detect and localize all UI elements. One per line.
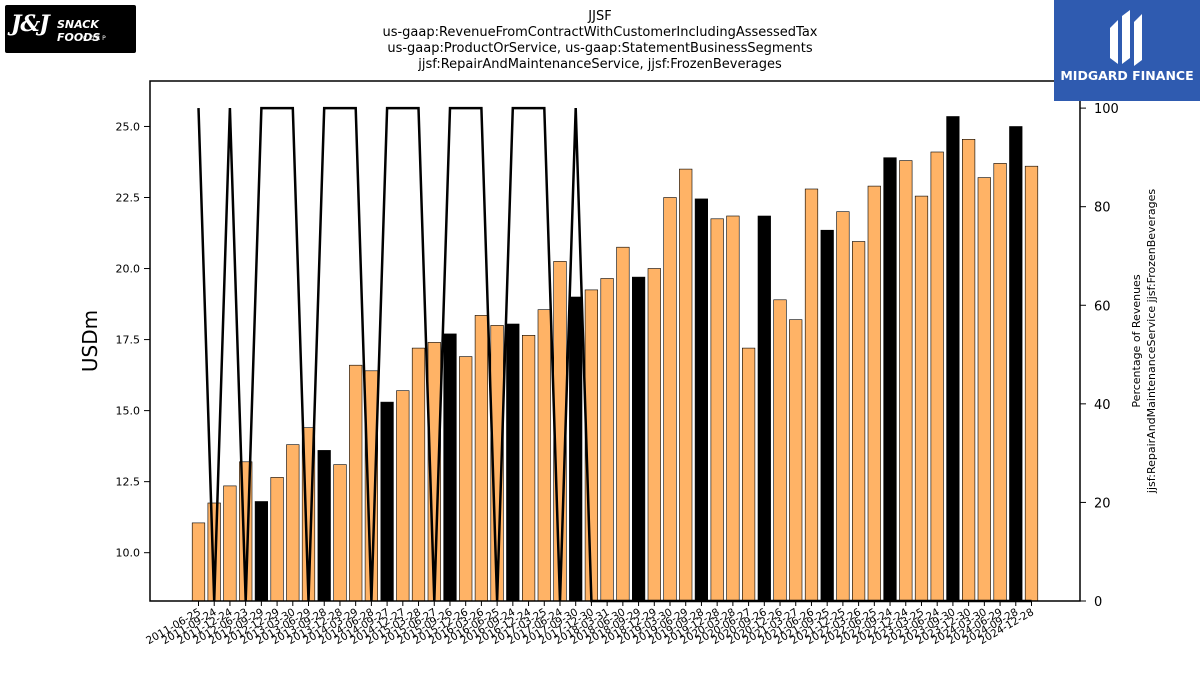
chart-title-line: jjsf:RepairAndMaintenanceService, jjsf:F…: [417, 57, 782, 72]
y-tick-label: 17.5: [116, 334, 141, 347]
bar: [789, 319, 803, 602]
y2-axis-label-line: Percentage of Revenues: [1130, 274, 1143, 407]
logo-name: MIDGARD FINANCE: [1060, 68, 1194, 83]
bar: [254, 501, 269, 602]
chart-title: JJSFus-gaap:RevenueFromContractWithCusto…: [382, 9, 817, 72]
bar: [443, 333, 457, 602]
bar: [757, 215, 771, 602]
bar: [191, 522, 206, 602]
bar: [349, 364, 363, 602]
bar: [851, 241, 866, 602]
bar: [286, 444, 300, 602]
bar: [679, 168, 693, 602]
plot-frame: [149, 80, 1081, 602]
y-tick-label: 20.0: [116, 263, 141, 276]
bar: [411, 347, 426, 602]
bar: [380, 401, 394, 602]
y2-tick-label: 100: [1094, 102, 1119, 117]
bar: [396, 390, 410, 602]
y-tick-label: 10.0: [116, 547, 141, 560]
logo-brand-text: J&J: [11, 11, 50, 37]
bar: [631, 276, 646, 602]
bar: [961, 139, 976, 602]
jj-snack-foods-logo: J&J SNACK FOODS CORP: [5, 5, 136, 53]
bar: [474, 315, 489, 602]
bar: [223, 485, 237, 602]
y-tick-label: 15.0: [116, 405, 141, 418]
bar: [773, 299, 787, 602]
bar: [899, 160, 913, 602]
bar: [569, 296, 583, 602]
y2-tick-label: 0: [1094, 595, 1102, 610]
y-axis: 10.0 12.5 15.0 17.5 20.0 22.5 25.0: [116, 120, 150, 560]
bar: [521, 334, 536, 602]
y2-axis-label: Percentage of Revenues jjsf:RepairAndMain…: [1130, 189, 1158, 494]
y2-tick-label: 80: [1094, 201, 1111, 216]
logo-brand-text-3: CORP: [83, 35, 108, 42]
bar: [914, 195, 929, 602]
midgard-finance-logo: MIDGARD FINANCE: [1054, 0, 1200, 101]
chart-title-line: us-gaap:RevenueFromContractWithCustomerI…: [382, 25, 817, 40]
bar: [616, 246, 630, 602]
bar: [600, 278, 614, 602]
bar: [694, 198, 708, 602]
bar: [710, 218, 724, 602]
y2-tick-label: 20: [1094, 496, 1111, 511]
bar: [867, 185, 881, 602]
midgard-mark-icon: [1110, 10, 1142, 66]
bar: [930, 151, 944, 602]
bar: [977, 177, 991, 602]
bar: [270, 477, 284, 602]
y-tick-label: 25.0: [116, 120, 141, 133]
y2-tick-label: 40: [1094, 398, 1111, 413]
bar: [726, 215, 740, 602]
y2-axis-label-line: jjsf:RepairAndMaintenanceService jjsf:Fr…: [1145, 189, 1158, 494]
chart-title-line: JJSF: [587, 9, 611, 24]
chart-title-line: us-gaap:ProductOrService, us-gaap:Statem…: [387, 41, 813, 56]
y2-tick-label: 60: [1094, 299, 1111, 314]
bars: [191, 116, 1039, 602]
bar: [1024, 165, 1039, 602]
y-tick-label: 22.5: [116, 192, 141, 205]
bar: [333, 464, 347, 602]
bar: [883, 157, 897, 602]
bar: [804, 188, 819, 602]
bar: [647, 268, 661, 602]
bar: [946, 116, 960, 602]
bar: [836, 211, 850, 602]
bar: [1009, 126, 1023, 602]
y2-axis: 0 20 40 60 80 100: [1080, 102, 1119, 610]
logo-brand-text-2: SNACK FOODS: [57, 18, 101, 44]
y-tick-label: 12.5: [116, 476, 141, 489]
bar: [537, 309, 551, 602]
bar: [663, 197, 677, 602]
bar: [459, 356, 473, 602]
x-axis: 2011-06-252011-09-242011-12-242012-06-23…: [144, 601, 1036, 647]
bar: [741, 347, 756, 602]
y-axis-label: USDm: [78, 310, 102, 372]
bar: [993, 163, 1007, 602]
bar: [317, 450, 331, 602]
bar: [820, 229, 834, 602]
bar: [506, 323, 520, 602]
